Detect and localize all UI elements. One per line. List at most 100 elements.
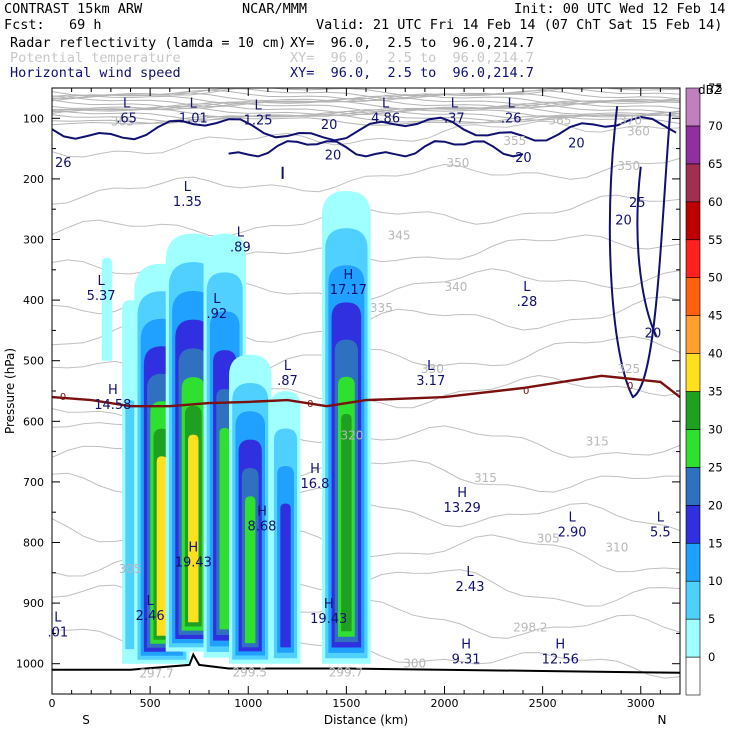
reflectivity-band xyxy=(156,456,168,636)
colorbar-label: 70 xyxy=(708,119,723,133)
colorbar-label: 55 xyxy=(708,233,723,247)
y-tick-label: 900 xyxy=(23,597,44,610)
theta-isentrope xyxy=(52,120,680,158)
colorbar-label: 30 xyxy=(708,422,723,436)
theta-label: 297.7 xyxy=(139,667,173,681)
x-tick-label: 2500 xyxy=(529,697,557,710)
extremum-value: 19.43 xyxy=(310,612,347,627)
wind-speed-label: 20 xyxy=(645,327,662,342)
y-tick-label: 300 xyxy=(23,234,44,247)
y-tick-label: 200 xyxy=(23,173,44,186)
theta-label: 370 xyxy=(619,113,642,127)
extremum-type: L xyxy=(568,510,576,525)
extremum-value: 19.43 xyxy=(175,556,212,571)
colorbar-cell xyxy=(685,391,701,430)
model-title: CONTRAST 15km ARW xyxy=(4,1,143,17)
x-tick-label: 0 xyxy=(49,697,56,710)
theta-label: 315 xyxy=(474,471,497,485)
colorbar-label: 50 xyxy=(708,271,723,285)
theta-label: 340 xyxy=(445,280,468,294)
y-tick-label: 500 xyxy=(23,355,44,368)
x-tick-label: 1000 xyxy=(234,697,262,710)
extremum-value: 16.8 xyxy=(300,477,329,492)
extremum-type: L xyxy=(466,565,474,580)
extremum-type: H xyxy=(457,486,467,501)
colorbar-label: 60 xyxy=(708,195,723,209)
extremum-type: L xyxy=(523,280,531,295)
extremum-type: L xyxy=(213,292,221,307)
wind-contour-jet-inner xyxy=(636,166,658,337)
extremum-value: 1.01 xyxy=(179,111,208,126)
colorbar-cell xyxy=(685,467,701,506)
extremum-type: L xyxy=(147,594,155,609)
y-tick-label: 100 xyxy=(23,112,44,125)
colorbar-unit: dBZ xyxy=(698,83,722,97)
freezing-level-line xyxy=(52,374,680,408)
colorbar-cell xyxy=(685,315,701,354)
colorbar-label: 40 xyxy=(708,347,723,361)
extremum-type: L xyxy=(382,96,390,111)
colorbar-cell xyxy=(685,239,701,278)
colorbar-label: 20 xyxy=(708,498,723,512)
x-end-label-south: S xyxy=(82,713,90,727)
theta-label: 325 xyxy=(617,362,640,376)
extremum-type: L xyxy=(427,359,435,374)
extremum-value: .01 xyxy=(48,625,69,640)
extremum-type: L xyxy=(54,610,62,625)
extremum-type: L xyxy=(97,274,105,289)
forecast-hour: Fcst: 69 h xyxy=(4,17,102,33)
extremum-value: .89 xyxy=(230,241,251,256)
theta-label: 299.5 xyxy=(233,665,267,679)
extremum-type: L xyxy=(237,226,245,241)
extremum-value: 2.90 xyxy=(558,525,587,540)
extremum-value: .37 xyxy=(444,111,465,126)
theta-upper-isentrope xyxy=(52,103,680,116)
reflectivity-band xyxy=(101,257,113,361)
extremum-type: L xyxy=(508,96,516,111)
y-tick-label: 400 xyxy=(23,294,44,307)
theta-upper-isentrope xyxy=(52,95,680,108)
wind-contour-jet xyxy=(608,106,672,399)
extremum-type: H xyxy=(555,638,565,653)
theta-label: 335 xyxy=(370,301,393,315)
theta-upper-isentrope xyxy=(52,113,680,124)
extremum-type: H xyxy=(343,268,353,283)
colorbar-cell xyxy=(685,429,701,468)
theta-label: 365 xyxy=(111,115,134,129)
surface-line xyxy=(52,652,680,674)
extremum-type: H xyxy=(257,504,267,519)
theta-label: 350 xyxy=(446,156,469,170)
colorbar-label: 65 xyxy=(708,157,723,171)
theta-label: 305 xyxy=(537,532,560,546)
colorbar-cell xyxy=(685,277,701,316)
colorbar-cell xyxy=(685,201,701,241)
extremum-type: L xyxy=(254,98,262,113)
extremum-type: H xyxy=(310,462,320,477)
y-tick-label: 700 xyxy=(23,476,44,489)
wind-speed-label: 20 xyxy=(615,213,632,228)
extremum-type: L xyxy=(123,96,131,111)
extremum-type: H xyxy=(188,541,198,556)
theta-label: 350 xyxy=(617,159,640,173)
extremum-value: 14.58 xyxy=(94,398,131,413)
theta-upper-isentrope xyxy=(52,97,680,110)
organization-label: NCAR/MMM xyxy=(242,1,308,17)
x-tick-label: 2000 xyxy=(431,697,459,710)
field-reflectivity-xy: XY= 96.0, 2.5 to 96.0,214.7 xyxy=(290,35,534,51)
theta-label: 305 xyxy=(119,562,142,576)
theta-upper-isentrope xyxy=(52,92,680,103)
extremum-value: 1.35 xyxy=(173,195,202,210)
extremum-value: 1.25 xyxy=(244,113,273,128)
freezing-level-label: 0 xyxy=(523,386,529,397)
theta-label: 330 xyxy=(421,362,444,376)
theta-label: 355 xyxy=(503,134,526,148)
theta-label: 345 xyxy=(388,229,411,243)
extremum-type: L xyxy=(657,510,665,525)
wind-contour-small xyxy=(281,166,284,179)
y-tick-label: 800 xyxy=(23,537,44,550)
x-axis-label: Distance (km) xyxy=(324,713,408,727)
theta-label: 365 xyxy=(549,113,572,127)
colorbar-label: 10 xyxy=(708,574,723,588)
extremum-type: H xyxy=(108,383,118,398)
